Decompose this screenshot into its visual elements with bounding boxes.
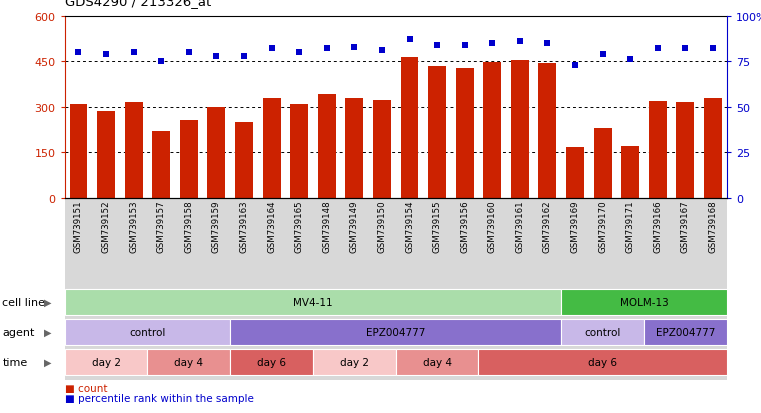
Bar [152,132,170,198]
Bar [483,63,501,198]
Bar [456,69,473,198]
Bar [148,349,230,375]
Bar [396,349,479,375]
Text: day 2: day 2 [91,357,120,367]
Point [376,48,388,55]
Bar [263,99,281,198]
Text: day 6: day 6 [257,357,286,367]
Point [155,59,167,65]
Point [624,57,636,64]
Bar [230,349,313,375]
Bar [649,102,667,198]
Bar [621,146,639,198]
Point [210,53,222,60]
Point [680,46,692,52]
Point [100,51,112,58]
Bar [594,128,612,198]
Point [651,46,664,52]
Bar [566,147,584,198]
Point [183,50,195,56]
Point [541,40,553,47]
Bar [230,319,561,345]
Bar [561,290,727,315]
Bar [69,105,88,198]
Text: ■ percentile rank within the sample: ■ percentile rank within the sample [65,393,253,403]
Text: ▶: ▶ [44,297,52,307]
Text: day 4: day 4 [174,357,203,367]
Bar [561,319,644,345]
Point [72,50,84,56]
Text: day 4: day 4 [422,357,451,367]
Bar [235,123,253,198]
Bar [65,349,148,375]
Bar [677,103,694,198]
Text: ▶: ▶ [44,327,52,337]
Bar [318,95,336,198]
Text: agent: agent [2,327,35,337]
Bar [373,100,391,198]
Point [320,46,333,52]
Point [597,51,609,58]
Text: GDS4290 / 213326_at: GDS4290 / 213326_at [65,0,211,8]
Text: time: time [2,357,27,367]
Text: day 2: day 2 [340,357,369,367]
Text: EPZ004777: EPZ004777 [656,327,715,337]
Point [569,62,581,69]
Text: ▶: ▶ [44,357,52,367]
Bar [313,349,396,375]
Point [707,46,719,52]
Bar [644,319,727,345]
Point [349,44,361,51]
Text: control: control [129,327,166,337]
Bar [65,290,561,315]
Bar [479,349,727,375]
Text: MOLM-13: MOLM-13 [619,297,668,307]
Text: cell line: cell line [2,297,46,307]
Bar [290,105,308,198]
Text: ■ count: ■ count [65,383,107,393]
Bar [704,99,722,198]
Text: day 6: day 6 [588,357,617,367]
Point [431,42,443,49]
Point [514,39,526,45]
Point [128,50,140,56]
Point [459,42,471,49]
Bar [65,198,727,380]
Point [293,50,305,56]
Bar [345,99,363,198]
Text: MV4-11: MV4-11 [293,297,333,307]
Bar [65,319,230,345]
Text: control: control [584,327,621,337]
Bar [125,103,142,198]
Point [266,46,278,52]
Point [486,40,498,47]
Point [238,53,250,60]
Bar [428,66,446,198]
Bar [97,112,115,198]
Bar [180,121,198,198]
Point [403,37,416,43]
Bar [539,64,556,198]
Bar [400,58,419,198]
Bar [511,62,529,198]
Bar [208,108,225,198]
Text: EPZ004777: EPZ004777 [366,327,425,337]
